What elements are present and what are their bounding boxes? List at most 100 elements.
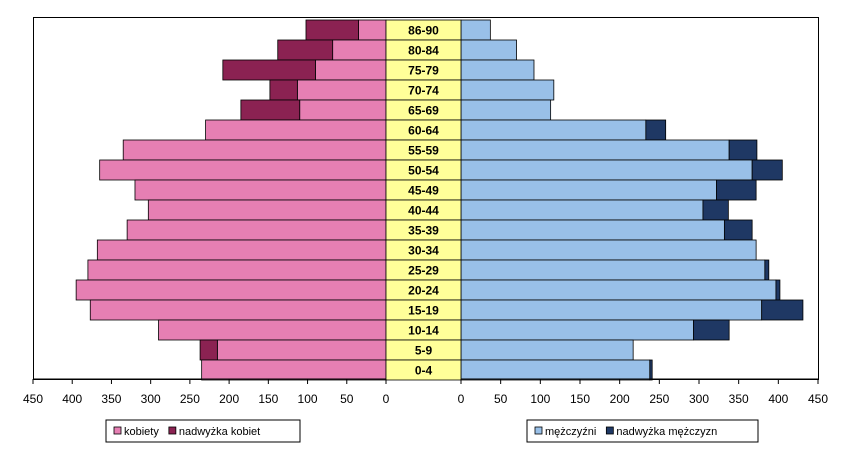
age-label-20-24: 20-24 (408, 284, 439, 298)
age-label-35-39: 35-39 (408, 224, 439, 238)
bar-nadwyzka-kobiet-70-74 (269, 79, 298, 101)
bar-nadwyzka-mezczyzn-0-4 (649, 359, 653, 381)
bar-mezczyzni-15-19 (460, 299, 763, 321)
left-tick-label-400: 400 (62, 392, 82, 406)
bar-mezczyzni-30-34 (460, 239, 757, 261)
age-label-10-14: 10-14 (408, 324, 439, 338)
right-tick-label-450: 450 (808, 392, 828, 406)
bar-kobiety-60-64 (205, 119, 387, 141)
age-label-60-64: 60-64 (408, 124, 439, 138)
left-tick-label-350: 350 (101, 392, 121, 406)
bar-mezczyzni-50-54 (460, 159, 753, 181)
bar-kobiety-70-74 (296, 79, 387, 101)
age-label-box (385, 359, 462, 381)
age-label-70-74: 70-74 (408, 84, 439, 98)
bar-kobiety-30-34 (96, 239, 387, 261)
age-label-30-34: 30-34 (408, 244, 439, 258)
bar-mezczyzni-20-24 (460, 279, 777, 301)
right-tick-label-100: 100 (530, 392, 550, 406)
age-group-labels: 86-90 80-84 75-79 70-74 65-69 60-64 55-59 50-54… (385, 19, 462, 381)
bar-nadwyzka-mezczyzn-35-39 (723, 219, 753, 241)
age-label-86-90: 86-90 (408, 24, 439, 38)
right-tick-label-350: 350 (729, 392, 749, 406)
bar-nadwyzka-mezczyzn-60-64 (645, 119, 667, 141)
right-tick-label-150: 150 (570, 392, 590, 406)
age-label-15-19: 15-19 (408, 304, 439, 318)
right-tick-label-0: 0 (458, 392, 465, 406)
left-tick-label-250: 250 (180, 392, 200, 406)
right-tick-label-400: 400 (768, 392, 788, 406)
bar-kobiety-25-29 (87, 259, 387, 281)
bar-kobiety-15-19 (89, 299, 387, 321)
bar-mezczyzni-60-64 (460, 119, 647, 141)
male-legend-label-0: mężczyźni (545, 426, 596, 438)
bar-mezczyzni-80-84 (460, 39, 517, 61)
bar-nadwyzka-mezczyzn-45-49 (716, 179, 757, 201)
legend-female: kobiety nadwyżka kobiet (105, 419, 301, 443)
bar-nadwyzka-mezczyzn-50-54 (751, 159, 783, 181)
left-tick-label-0: 0 (383, 392, 390, 406)
age-label-0-4: 0-4 (415, 364, 433, 378)
male-legend-swatch-0 (534, 426, 543, 435)
bar-nadwyzka-mezczyzn-40-44 (702, 199, 729, 221)
bar-kobiety-35-39 (126, 219, 387, 241)
male-legend-label-1: nadwyżka mężczyzn (616, 426, 717, 438)
age-label-40-44: 40-44 (408, 204, 439, 218)
bar-kobiety-75-79 (314, 59, 387, 81)
male-legend-box (526, 419, 759, 443)
bar-mezczyzni-25-29 (460, 259, 766, 281)
bar-kobiety-5-9 (216, 339, 387, 361)
bar-mezczyzni-40-44 (460, 199, 704, 221)
female-legend-label-1: nadwyżka kobiet (179, 426, 260, 438)
bar-nadwyzka-mezczyzn-20-24 (775, 279, 781, 301)
right-tick-label-200: 200 (610, 392, 630, 406)
bar-mezczyzni-10-14 (460, 319, 694, 341)
age-label-75-79: 75-79 (408, 64, 439, 78)
left-tick-label-150: 150 (258, 392, 278, 406)
bar-mezczyzni-55-59 (460, 139, 730, 161)
bar-nadwyzka-mezczyzn-55-59 (728, 139, 758, 161)
left-tick-label-200: 200 (219, 392, 239, 406)
age-label-25-29: 25-29 (408, 264, 439, 278)
right-tick-label-300: 300 (689, 392, 709, 406)
bar-kobiety-55-59 (122, 139, 387, 161)
bar-nadwyzka-kobiet-86-90 (305, 19, 359, 41)
right-tick-label-250: 250 (649, 392, 669, 406)
female-legend-box (105, 419, 301, 443)
female-bars (75, 19, 387, 381)
bar-mezczyzni-86-90 (460, 19, 491, 41)
female-legend-label-0: kobiety (124, 426, 159, 438)
bar-mezczyzni-45-49 (460, 179, 717, 201)
age-label-65-69: 65-69 (408, 104, 439, 118)
male-legend-swatch-1 (605, 426, 614, 435)
bar-mezczyzni-5-9 (460, 339, 634, 361)
bar-mezczyzni-75-79 (460, 59, 535, 81)
bar-kobiety-50-54 (99, 159, 387, 181)
axes: 450 400 350 300 250 200 150 100 50 0 0 50 100 150 200 2… (23, 378, 828, 406)
bar-kobiety-0-4 (201, 359, 387, 381)
bar-nadwyzka-mezczyzn-25-29 (764, 259, 770, 281)
legend-male: mężczyźni nadwyżka mężczyzn (526, 419, 759, 443)
bar-kobiety-80-84 (332, 39, 387, 61)
age-label-45-49: 45-49 (408, 184, 439, 198)
left-tick-label-50: 50 (340, 392, 354, 406)
bar-nadwyzka-kobiet-5-9 (199, 339, 218, 361)
female-legend-swatch-0 (113, 426, 122, 435)
bar-mezczyzni-70-74 (460, 79, 555, 101)
age-label-80-84: 80-84 (408, 44, 439, 58)
age-label-50-54: 50-54 (408, 164, 439, 178)
bar-mezczyzni-65-69 (460, 99, 552, 121)
left-tick-label-100: 100 (298, 392, 318, 406)
right-tick-label-50: 50 (494, 392, 508, 406)
bar-kobiety-20-24 (75, 279, 387, 301)
age-label-5-9: 5-9 (415, 344, 433, 358)
bar-mezczyzni-0-4 (460, 359, 651, 381)
bar-kobiety-45-49 (134, 179, 387, 201)
bar-nadwyzka-kobiet-65-69 (240, 99, 301, 121)
bar-nadwyzka-mezczyzn-15-19 (761, 299, 804, 321)
bar-kobiety-10-14 (158, 319, 387, 341)
female-legend-swatch-1 (168, 426, 177, 435)
left-tick-label-450: 450 (23, 392, 43, 406)
bar-kobiety-86-90 (358, 19, 387, 41)
